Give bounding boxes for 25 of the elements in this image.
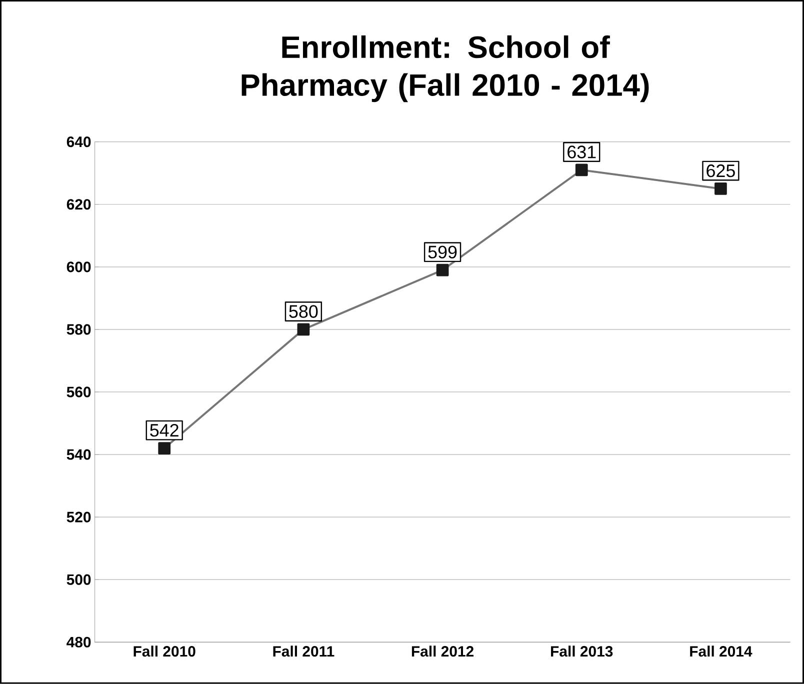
x-tick-label: Fall 2013 xyxy=(551,646,613,657)
data-label: 599 xyxy=(428,246,457,258)
y-tick-label: 500 xyxy=(66,574,91,585)
point xyxy=(436,264,449,276)
point xyxy=(575,164,588,176)
chart-title: Enrollment: School of Pharmacy (Fall 2010 - 2014) xyxy=(242,35,649,102)
y-tick-label: 560 xyxy=(66,386,91,398)
data-label: 631 xyxy=(568,146,596,158)
y-tick-label: 600 xyxy=(66,262,91,272)
y-tick-label: 640 xyxy=(66,136,91,148)
y-tick-label: 540 xyxy=(66,449,91,460)
y-tick-label: 520 xyxy=(66,512,91,522)
data-label: 625 xyxy=(706,164,735,178)
x-tick-label: Fall 2014 xyxy=(690,646,752,657)
x-tick-label: Fall 2012 xyxy=(412,646,474,657)
point xyxy=(158,442,171,454)
point xyxy=(714,182,727,195)
x-tick-label: Fall 2011 xyxy=(273,646,334,657)
y-tick-label: 480 xyxy=(66,636,91,648)
data-label: 542 xyxy=(150,424,178,437)
data-label: 580 xyxy=(289,305,318,318)
point xyxy=(297,323,310,336)
x-tick-label: Fall 2010 xyxy=(134,646,196,657)
y-tick-label: 580 xyxy=(66,324,91,335)
y-tick-label: 620 xyxy=(66,199,91,210)
